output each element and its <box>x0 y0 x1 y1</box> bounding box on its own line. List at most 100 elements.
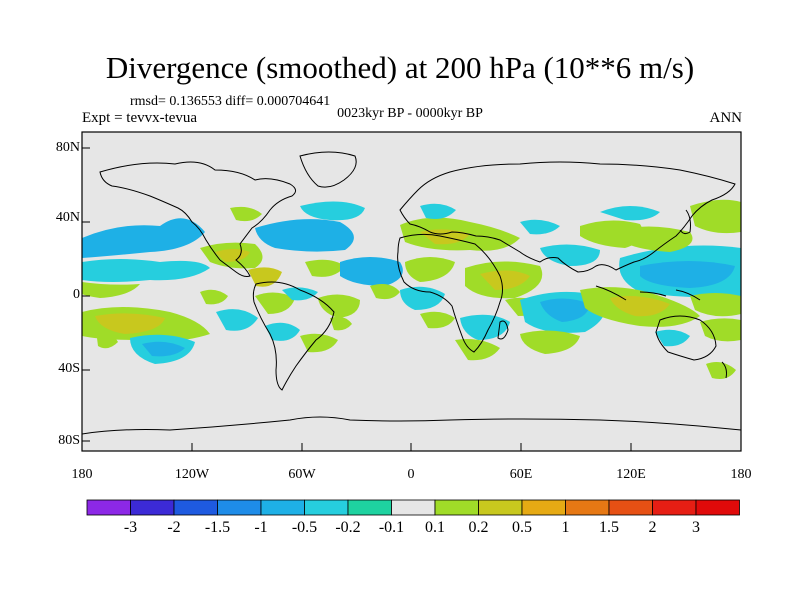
anomaly-patch <box>265 322 300 341</box>
colorbar-swatch <box>130 499 175 516</box>
colorbar-label: -1 <box>254 519 268 536</box>
anomaly-patch <box>400 286 445 310</box>
colorbar-swatch <box>304 499 349 516</box>
colorbar-label: 2 <box>648 519 657 536</box>
anomaly-patch <box>282 287 318 301</box>
lon-label-60w: 60W <box>288 467 316 482</box>
colorbar-label: -0.5 <box>291 519 318 536</box>
colorbar-swatch <box>652 499 697 516</box>
rmsd-diff-stats: rmsd= 0.136553 diff= 0.000704641 <box>130 94 331 109</box>
anomaly-patch <box>520 330 580 354</box>
lon-label-180e: 180 <box>730 467 752 482</box>
colorbar-swatch <box>173 499 218 516</box>
anomaly-patch <box>255 219 354 252</box>
anomaly-patch <box>540 244 600 266</box>
colorbar-label: -1.5 <box>204 519 231 536</box>
colorbar-swatch <box>217 499 262 516</box>
map-title: Divergence (smoothed) at 200 hPa (10**6 … <box>105 50 695 85</box>
anomaly-patch <box>690 293 741 317</box>
coastline-indonesia <box>595 285 701 301</box>
anomaly-patch <box>318 294 360 318</box>
lat-label-80s: 80S <box>58 433 80 448</box>
coastline-south-america <box>252 281 335 391</box>
colorbar-swatch <box>695 499 740 516</box>
coastline-eurasia <box>399 161 736 273</box>
colorbar-label: 1.5 <box>599 519 619 536</box>
anomaly-patch <box>255 292 295 314</box>
anomaly-patch <box>82 259 210 282</box>
colorbar-swatch <box>478 499 523 516</box>
colorbar-swatch <box>86 499 131 516</box>
experiment-label: Expt = tevvx-tevua <box>82 110 198 126</box>
anomaly-patch <box>620 226 693 252</box>
colorbar-label: 0.2 <box>468 519 489 536</box>
anomaly-patch <box>216 309 258 331</box>
anomaly-patch <box>142 341 185 357</box>
colorbar-label: -2 <box>167 519 181 536</box>
colorbar-swatch <box>260 499 305 516</box>
coastlines <box>82 151 741 435</box>
anomaly-patch <box>700 318 741 342</box>
colorbar <box>86 499 740 516</box>
coastline-greenland <box>299 151 357 188</box>
colorbar-label: -3 <box>123 519 138 536</box>
anomaly-patch <box>640 261 735 288</box>
season-label: ANN <box>709 110 743 126</box>
anomaly-patch <box>340 257 403 286</box>
anomaly-patch <box>460 314 510 340</box>
lon-label-60e: 60E <box>509 467 533 482</box>
coastline-antarctica <box>82 416 741 435</box>
lat-label-eq: 0 <box>73 287 80 302</box>
anomaly-patch <box>520 219 560 235</box>
coastline-australia <box>655 315 717 361</box>
anomaly-patch <box>300 201 365 221</box>
anomaly-patch <box>82 282 140 298</box>
colorbar-label: -0.1 <box>378 519 405 536</box>
colorbar-swatch <box>608 499 653 516</box>
coastline-madagascar <box>497 320 509 340</box>
anomaly-patch <box>610 296 670 317</box>
anomaly-patch <box>600 206 660 221</box>
anomaly-patch <box>200 289 228 305</box>
colorbar-label: 0.5 <box>512 519 532 536</box>
colorbar-swatch <box>434 499 479 516</box>
coastline-new-zealand <box>721 361 727 379</box>
lat-label-80n: 80N <box>55 140 80 155</box>
colorbar-swatch <box>347 499 392 516</box>
anomaly-patch <box>480 270 530 290</box>
anomaly-patch <box>82 218 205 258</box>
anomaly-patch <box>305 259 345 277</box>
anomaly-patch <box>655 329 690 347</box>
colorbar-swatch <box>565 499 610 516</box>
axis-ticks <box>82 147 632 451</box>
anomaly-patch <box>370 284 400 300</box>
coastline-africa <box>397 233 503 353</box>
anomaly-patch <box>420 311 455 329</box>
anomaly-patch <box>95 313 165 334</box>
period-label: 0023kyr BP - 0000kyr BP <box>337 106 483 121</box>
lat-label-40s: 40S <box>58 361 80 376</box>
colorbar-label: -0.2 <box>335 519 361 536</box>
anomaly-patch <box>690 199 741 234</box>
anomaly-patch <box>330 316 352 331</box>
coastline-japan <box>679 209 691 235</box>
colorbar-swatch <box>521 499 566 516</box>
anomaly-patch <box>405 257 455 282</box>
lon-label-120e: 120E <box>616 467 646 482</box>
colorbar-label: 3 <box>692 519 700 536</box>
colorbar-label: 0.1 <box>425 519 445 536</box>
anomaly-patch <box>230 206 262 222</box>
anomaly-patch <box>96 329 118 349</box>
lat-label-40n: 40N <box>55 210 80 225</box>
anomaly-field <box>82 199 741 379</box>
lon-label-180w: 180 <box>71 467 93 482</box>
lon-label-120w: 120W <box>174 467 210 482</box>
colorbar-label: 1 <box>561 519 570 536</box>
anomaly-patch <box>540 298 590 322</box>
coastline-north-america <box>99 161 296 277</box>
anomaly-patch <box>420 203 456 219</box>
anomaly-patch <box>706 362 736 379</box>
colorbar-swatch <box>391 499 436 516</box>
lon-label-0: 0 <box>407 467 415 482</box>
